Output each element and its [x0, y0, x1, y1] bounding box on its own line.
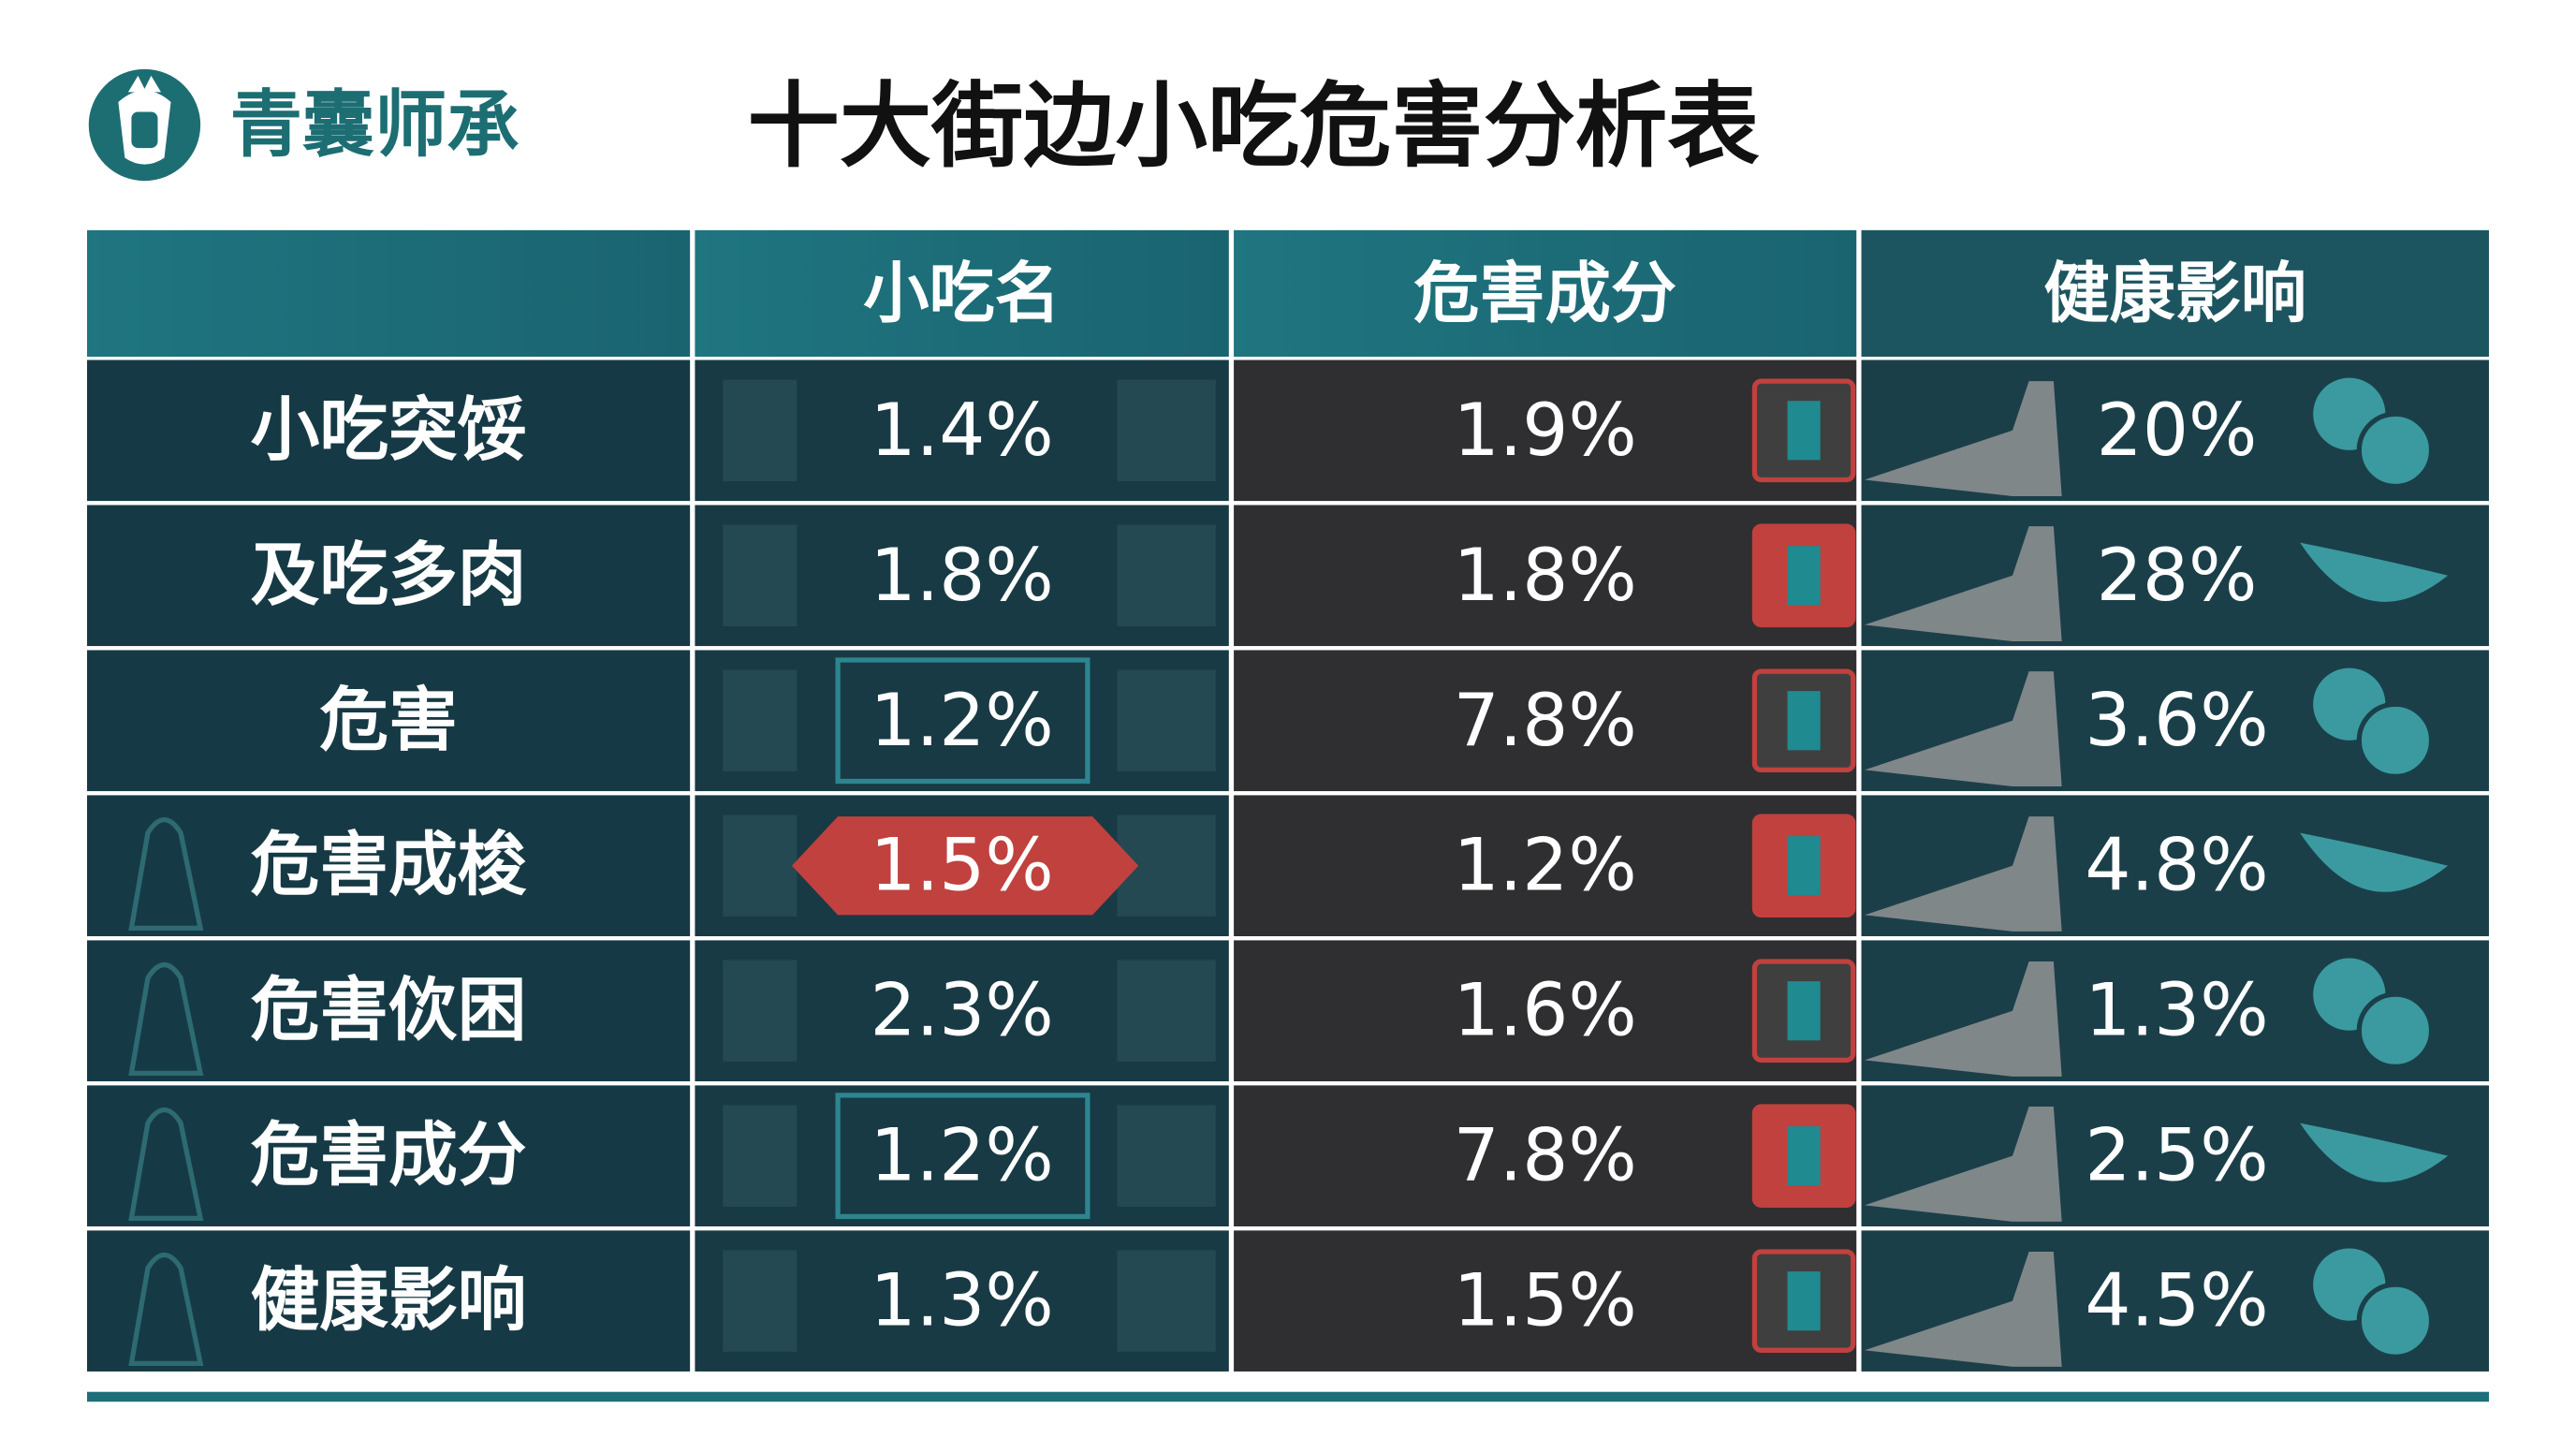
decor-block — [1117, 524, 1216, 627]
decor-icon — [1865, 961, 2062, 1077]
highlight — [791, 816, 1139, 916]
decor-icon — [1787, 836, 1821, 896]
column-header: 小吃名 — [863, 255, 1061, 331]
decor-icon — [1865, 526, 2062, 641]
row-name: 危害成分 — [251, 1116, 527, 1196]
decor-icon — [1787, 1126, 1821, 1186]
row-name: 危害佽困 — [251, 971, 527, 1050]
decor-block — [723, 669, 798, 771]
cell — [87, 360, 691, 502]
row-value: 4.8% — [2085, 824, 2268, 908]
cell — [87, 650, 691, 792]
header-cell — [695, 229, 1229, 357]
row-name: 危害 — [319, 681, 457, 760]
row-value: 2.3% — [871, 969, 1054, 1053]
decor-icon — [1865, 816, 2062, 932]
decor-icon — [2300, 1123, 2449, 1182]
row-value: 3.6% — [2085, 679, 2268, 763]
decor-icon — [1865, 381, 2062, 497]
decor-block — [723, 524, 798, 627]
logo — [88, 68, 201, 182]
bottom-rule — [87, 1391, 2489, 1402]
decor-block — [723, 1250, 798, 1352]
row-value: 1.6% — [1454, 969, 1637, 1053]
decor-icon — [2300, 832, 2449, 892]
page-title: 十大街边小吃危害分析表 — [748, 73, 1761, 180]
decor-icon — [2356, 701, 2435, 780]
decor-icon — [1787, 981, 1821, 1041]
row-value: 1.9% — [1454, 389, 1637, 473]
decor-block — [1117, 379, 1216, 482]
row-value: 1.2% — [1454, 824, 1637, 908]
row-value: 1.5% — [1454, 1259, 1637, 1343]
decor-icon — [1865, 1252, 2062, 1367]
decor-icon — [2356, 1282, 2435, 1359]
row-value: 7.8% — [1454, 1114, 1637, 1198]
row-name: 及吃多肉 — [251, 536, 527, 615]
decor-block — [1117, 669, 1216, 771]
decor-block — [723, 379, 798, 482]
row-value: 4.5% — [2085, 1259, 2268, 1343]
decor-icon — [128, 961, 204, 1077]
decor-block — [1117, 1105, 1216, 1207]
row-name: 危害成梭 — [251, 826, 527, 905]
decor-block — [723, 1105, 798, 1207]
decor-icon — [2356, 991, 2435, 1070]
decor-icon — [1787, 1271, 1821, 1331]
decor-icon — [2356, 411, 2435, 490]
row-value: 1.2% — [871, 1114, 1054, 1198]
row-value: 28% — [2097, 534, 2258, 618]
header-cell — [1234, 229, 1857, 357]
row-value: 1.2% — [871, 679, 1054, 763]
row-value: 1.8% — [871, 534, 1054, 618]
row-value: 2.5% — [2085, 1114, 2268, 1198]
decor-block — [1117, 1250, 1216, 1352]
column-header: 健康影响 — [2043, 255, 2306, 331]
header-cell — [1861, 229, 2489, 357]
row-value: 1.3% — [2085, 969, 2268, 1053]
row-value: 7.8% — [1454, 679, 1637, 763]
value-frame — [835, 1093, 1090, 1220]
row-value: 1.3% — [871, 1259, 1054, 1343]
decor-icon — [1865, 671, 2062, 786]
column-header: 危害成分 — [1413, 255, 1676, 331]
logo-text: 青囊师承 — [230, 83, 520, 168]
value-frame — [835, 657, 1090, 785]
row-value: 1.8% — [1454, 534, 1637, 618]
row-value: 20% — [2097, 389, 2258, 473]
row-name: 健康影响 — [251, 1261, 527, 1341]
decor-icon — [128, 817, 204, 932]
decor-icon — [1787, 546, 1821, 606]
row-value: 1.4% — [871, 389, 1054, 473]
decor-icon — [128, 1107, 204, 1222]
decor-icon — [1787, 401, 1821, 461]
decor-icon — [128, 1252, 204, 1366]
decor-block — [1117, 960, 1216, 1062]
decor-block — [723, 814, 798, 917]
decor-icon — [2300, 542, 2449, 602]
header-cell — [87, 229, 691, 357]
row-value: 1.5% — [871, 824, 1054, 908]
decor-icon — [1787, 691, 1821, 751]
decor-block — [723, 960, 798, 1062]
row-name: 小吃突馁 — [251, 390, 527, 470]
decor-icon — [1865, 1107, 2062, 1222]
cell — [87, 505, 691, 647]
